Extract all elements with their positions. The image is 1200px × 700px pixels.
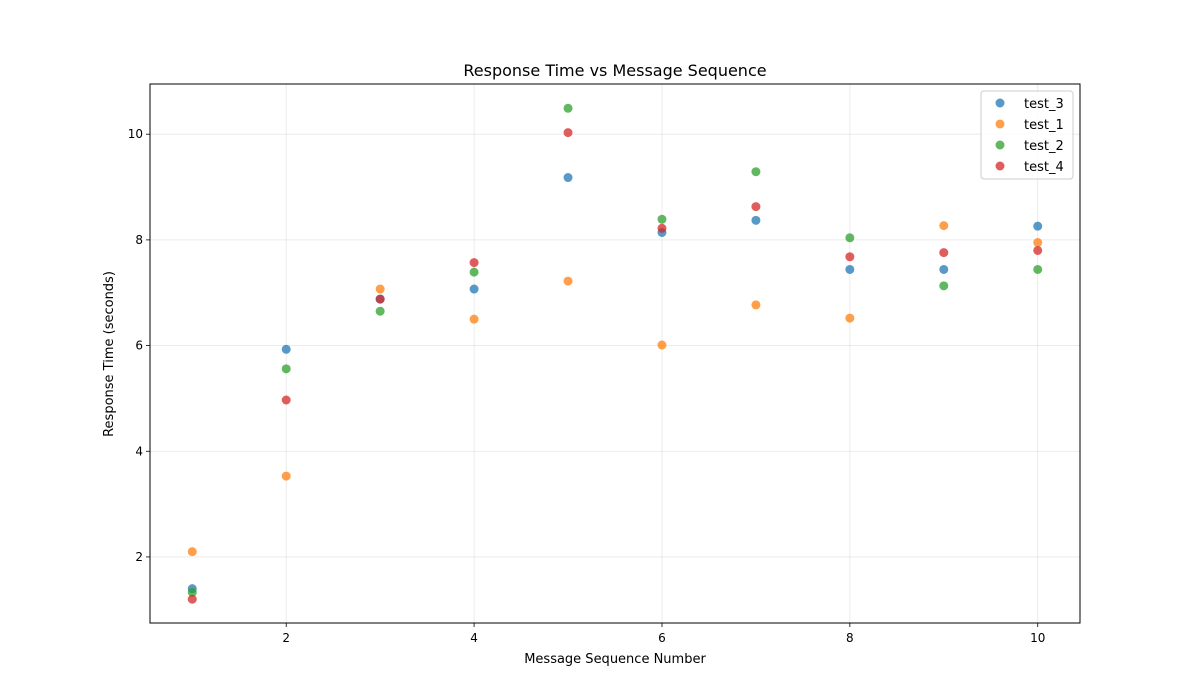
data-point — [375, 294, 385, 304]
data-point — [563, 128, 573, 138]
data-point — [751, 215, 761, 225]
x-tick-label: 10 — [1030, 631, 1045, 645]
data-point — [845, 264, 855, 274]
x-tick-label: 8 — [846, 631, 854, 645]
data-point — [1033, 264, 1043, 274]
data-point — [281, 395, 291, 405]
data-point — [939, 264, 949, 274]
x-tick-label: 6 — [658, 631, 666, 645]
series-test_1 — [187, 221, 1043, 557]
axis-ticks: 2 4 6 8 10 2 4 6 8 10 — [128, 127, 1046, 645]
plot-area-frame — [149, 83, 1081, 624]
data-point — [751, 202, 761, 212]
legend-marker — [995, 119, 1005, 129]
legend-label: test_3 — [1024, 97, 1064, 112]
legend-label: test_2 — [1024, 139, 1064, 154]
y-tick-label: 4 — [135, 444, 143, 458]
chart-title: Response Time vs Message Sequence — [463, 61, 766, 80]
data-point — [845, 313, 855, 323]
x-tick-label: 2 — [282, 631, 290, 645]
x-tick-label: 4 — [470, 631, 478, 645]
data-point — [1033, 221, 1043, 231]
data-point — [375, 284, 385, 294]
data-point — [563, 103, 573, 113]
data-point — [845, 233, 855, 243]
data-point — [939, 248, 949, 258]
legend-marker — [995, 98, 1005, 108]
data-point — [751, 167, 761, 177]
data-point — [657, 223, 667, 233]
data-point — [751, 300, 761, 310]
legend-label: test_4 — [1024, 160, 1064, 175]
data-point — [469, 314, 479, 324]
y-tick-label: 6 — [135, 339, 143, 353]
y-tick-label: 10 — [128, 127, 143, 141]
data-points — [187, 103, 1043, 604]
legend: test_3 test_1 test_2 test_4 — [980, 90, 1074, 180]
legend-label: test_1 — [1024, 118, 1064, 133]
x-axis-title: Message Sequence Number — [524, 652, 706, 667]
data-point — [187, 547, 197, 557]
data-point — [187, 594, 197, 604]
data-point — [469, 258, 479, 268]
legend-box — [980, 90, 1074, 180]
data-point — [563, 173, 573, 183]
data-point — [469, 267, 479, 277]
legend-marker — [995, 140, 1005, 150]
data-point — [281, 471, 291, 481]
data-point — [281, 364, 291, 374]
data-point — [1033, 238, 1043, 248]
data-point — [469, 284, 479, 294]
data-point — [375, 306, 385, 316]
data-point — [939, 281, 949, 291]
series-test_4 — [187, 128, 1043, 604]
y-tick-label: 8 — [135, 233, 143, 247]
data-point — [563, 276, 573, 286]
data-point — [1033, 245, 1043, 255]
y-axis-title: Response Time (seconds) — [102, 271, 117, 437]
data-point — [281, 344, 291, 354]
data-point — [845, 252, 855, 262]
legend-marker — [995, 161, 1005, 171]
y-tick-label: 2 — [135, 550, 143, 564]
data-point — [187, 587, 197, 597]
grid-lines — [150, 84, 1080, 623]
data-point — [657, 214, 667, 224]
data-point — [939, 221, 949, 231]
series-test_2 — [187, 103, 1043, 597]
data-point — [657, 340, 667, 350]
